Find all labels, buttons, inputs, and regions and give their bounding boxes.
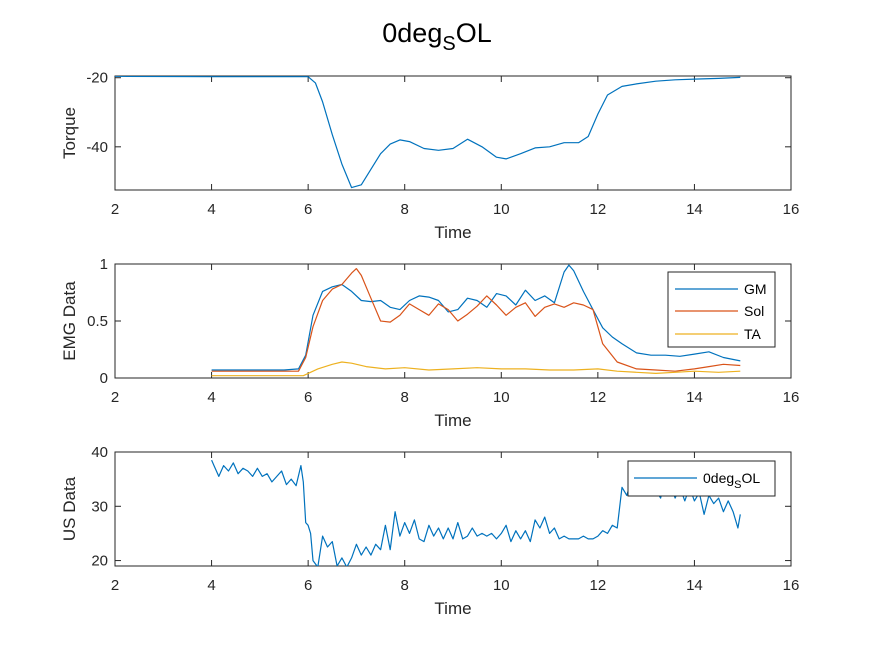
torque-plot-box	[114, 75, 792, 191]
torque-xtick-label: 2	[111, 201, 119, 218]
torque-xtick-label: 10	[493, 201, 510, 218]
emg-xtick-label: 12	[590, 389, 607, 406]
figure-title: 0degSOL	[382, 18, 491, 55]
emg-series-line-2	[211, 361, 741, 377]
legend-label-ta: TA	[744, 326, 762, 342]
us-xtick-label: 16	[783, 577, 800, 594]
torque-xtick-label: 16	[783, 201, 800, 218]
torque-ytick-label: -40	[86, 139, 108, 156]
legend-label-us: 0degSOL	[703, 470, 760, 491]
us-xlabel: Time	[434, 599, 471, 618]
torque-xtick-label: 14	[686, 201, 703, 218]
us-xtick-label: 6	[304, 577, 312, 594]
emg-ytick-label: 1	[100, 256, 108, 273]
emg-ylabel: EMG Data	[60, 281, 79, 361]
emg-xtick-label: 6	[304, 389, 312, 406]
emg-xtick-label: 14	[686, 389, 703, 406]
us-xtick-label: 8	[401, 577, 409, 594]
us-xtick-label: 2	[111, 577, 119, 594]
us-ytick-label: 30	[91, 498, 108, 515]
torque-xtick-label: 6	[304, 201, 312, 218]
emg-legend: GM Sol TA	[667, 271, 776, 348]
legend-label-sol: Sol	[744, 303, 764, 319]
us-ylabel: US Data	[60, 476, 79, 541]
emg-series-line-1	[211, 268, 741, 372]
emg-ytick-label: 0	[100, 370, 108, 387]
torque-series-line-0	[115, 76, 741, 189]
torque-xtick-label: 4	[207, 201, 215, 218]
torque-ylabel: Torque	[60, 107, 79, 159]
us-xtick-label: 10	[493, 577, 510, 594]
legend-label-gm: GM	[744, 281, 767, 297]
us-xtick-label: 12	[590, 577, 607, 594]
emg-ytick-label: 0.5	[87, 313, 108, 330]
figure-title-subscript: S	[442, 33, 455, 55]
torque-ytick-label: -20	[86, 70, 108, 87]
us-xtick-label: 4	[207, 577, 215, 594]
us-legend: 0degSOL	[627, 460, 776, 497]
emg-xtick-label: 16	[783, 389, 800, 406]
us-xtick-label: 14	[686, 577, 703, 594]
emg-xtick-label: 8	[401, 389, 409, 406]
emg-xtick-label: 4	[207, 389, 215, 406]
us-ytick-label: 20	[91, 553, 108, 570]
emg-xtick-label: 10	[493, 389, 510, 406]
emg-xtick-label: 2	[111, 389, 119, 406]
torque-xlabel: Time	[434, 223, 471, 242]
torque-xtick-label: 12	[590, 201, 607, 218]
us-ytick-label: 40	[91, 444, 108, 461]
legend-label-us-subscript: S	[734, 479, 741, 491]
emg-xlabel: Time	[434, 411, 471, 430]
torque-xtick-label: 8	[401, 201, 409, 218]
torque-axes: 2 4 6 8 10 12 14 16 -20 -40 Time Torque	[60, 70, 799, 242]
emg-series-line-0	[211, 264, 741, 371]
